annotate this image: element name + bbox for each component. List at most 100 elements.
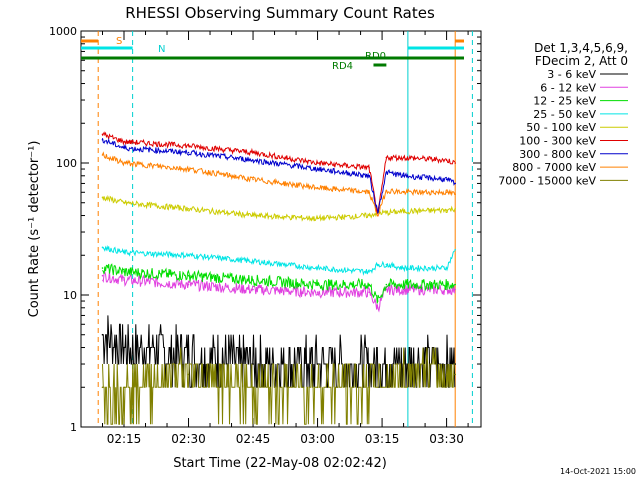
data-point: [187, 144, 190, 147]
data-point: [316, 386, 319, 389]
data-point: [187, 274, 190, 277]
series-line-9: [102, 347, 455, 425]
data-point: [123, 162, 125, 164]
legend-entry-label: 100 - 300 keV: [519, 135, 596, 148]
data-point: [445, 191, 448, 194]
series-line-2: [102, 270, 456, 313]
x-tick-label: 03:30: [429, 432, 464, 446]
x-tick-label: 02:30: [171, 432, 206, 446]
data-point: [368, 191, 370, 194]
data-point: [123, 386, 125, 389]
data-point: [368, 214, 370, 217]
data-point: [454, 162, 456, 164]
data-point: [123, 201, 125, 204]
series-line-8: [102, 151, 456, 217]
y-tick-label: 10: [63, 289, 77, 302]
data-point: [123, 140, 125, 143]
data-point: [454, 249, 456, 251]
data-point: [187, 151, 190, 154]
data-point: [376, 211, 379, 214]
data-point: [385, 156, 388, 159]
data-point: [123, 279, 125, 281]
legend: Det 1,3,4,5,6,9, FDecim 2, Att 0 3 - 6 k…: [498, 41, 628, 187]
data-point: [252, 363, 254, 365]
annotation-s: S: [116, 36, 122, 47]
data-point: [385, 263, 388, 266]
x-axis-label: Start Time (22-May-08 02:02:42): [173, 456, 387, 471]
data-point: [402, 191, 405, 194]
data-point: [376, 263, 379, 266]
data-point: [368, 386, 370, 389]
data-point: [402, 283, 405, 286]
data-point: [187, 354, 190, 356]
data-point: [252, 288, 254, 291]
data-point: [252, 279, 254, 281]
data-point: [101, 333, 104, 336]
legend-header-line-1: Det 1,3,4,5,6,9,: [534, 41, 628, 55]
data-point: [402, 210, 405, 213]
data-point: [402, 156, 405, 159]
series-line-7: [102, 137, 456, 214]
data-point: [454, 288, 456, 291]
data-point: [402, 267, 405, 269]
x-axis: 02:15 02:30 02:45 03:00 03:15 03:30: [80, 31, 469, 446]
y-axis-label: Count Rate (s⁻¹ detector⁻¹): [27, 141, 42, 318]
series-line-5: [102, 194, 456, 222]
annotation-rd4: RD4: [332, 61, 353, 72]
series-line-4: [102, 244, 456, 276]
data-point: [402, 373, 405, 376]
data-point: [316, 186, 319, 189]
legend-entry-label: 50 - 100 keV: [526, 121, 596, 134]
data-point: [252, 386, 254, 389]
legend-entry-label: 12 - 25 keV: [533, 95, 596, 108]
data-point: [368, 174, 370, 177]
data-point: [454, 193, 456, 196]
data-point: [316, 283, 319, 286]
annotation-n: N: [158, 44, 165, 55]
data-point: [368, 270, 370, 273]
legend-entry-label: 300 - 800 keV: [519, 148, 596, 161]
data-point: [316, 363, 319, 365]
y-tick-label: 100: [56, 157, 77, 170]
data-point: [187, 168, 190, 170]
data-point: [101, 133, 104, 136]
data-point: [454, 182, 456, 185]
data-point: [454, 283, 456, 286]
x-tick-label: 03:15: [365, 432, 400, 446]
data-point: [402, 174, 405, 177]
data-point: [123, 270, 125, 273]
instrument-state-markers: [81, 31, 473, 427]
data-point: [101, 138, 104, 141]
plot-frame: [80, 30, 482, 428]
data-point: [123, 147, 125, 149]
legend-entry-label: 6 - 12 keV: [540, 81, 596, 94]
legend-entry-label: 3 - 6 keV: [547, 68, 596, 81]
data-point: [316, 168, 319, 170]
y-tick-label: 1: [70, 421, 77, 434]
data-point: [252, 159, 254, 162]
data-point: [252, 260, 254, 263]
y-axis: 1 10 100 1000: [49, 25, 481, 434]
data-point: [187, 373, 190, 376]
data-point: [252, 214, 254, 217]
data-point: [316, 267, 319, 269]
data-point: [101, 154, 104, 156]
legend-header-line-2: FDecim 2, Att 0: [535, 54, 628, 68]
data-point: [376, 300, 379, 302]
data-point: [385, 211, 388, 214]
annotation-rd0: RD0: [365, 51, 386, 62]
data-point: [368, 283, 370, 286]
data-point: [454, 207, 456, 210]
data-point: [385, 189, 388, 192]
data-point: [101, 246, 104, 249]
data-point: [445, 283, 448, 286]
series-line-1: [102, 315, 456, 388]
data-point: [123, 251, 125, 254]
x-tick-label: 03:00: [300, 432, 335, 446]
data-point: [445, 209, 448, 211]
series-line-3: [102, 263, 456, 304]
data-point: [445, 178, 448, 181]
data-point: [368, 291, 370, 294]
data-point: [316, 217, 319, 220]
